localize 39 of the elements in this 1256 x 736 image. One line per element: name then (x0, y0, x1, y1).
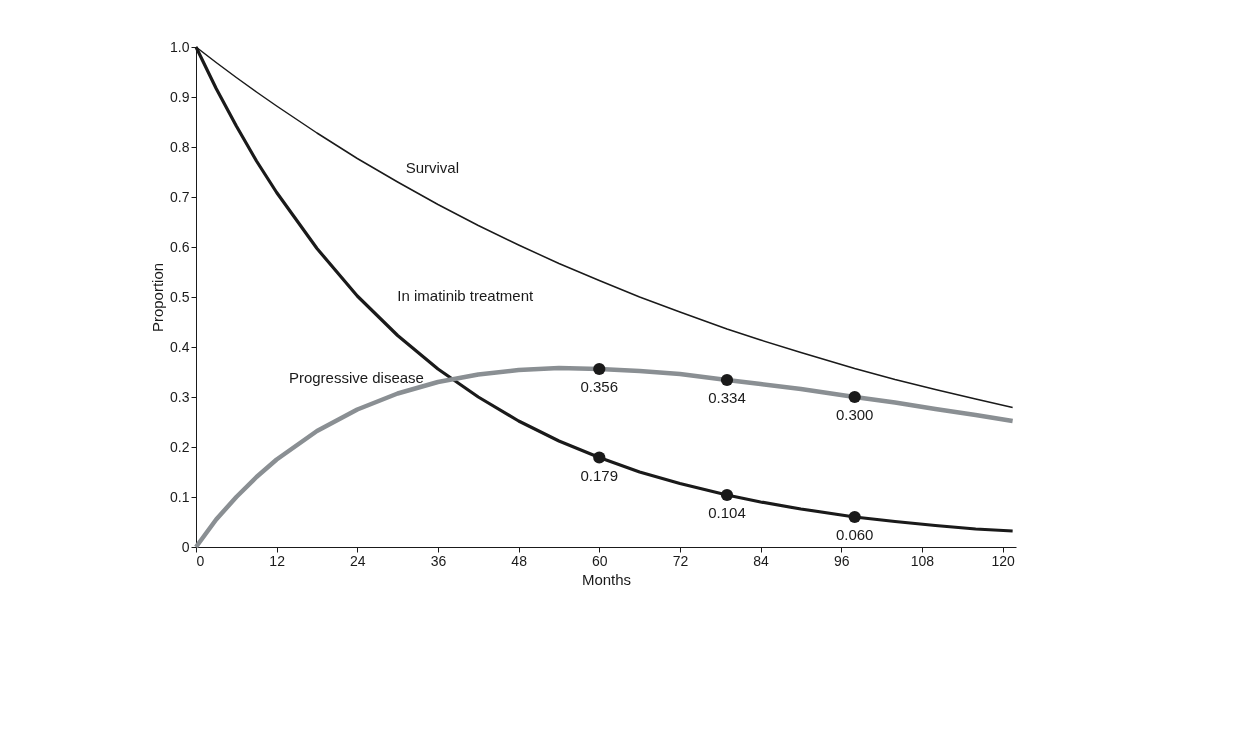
series-label: Survival (405, 159, 459, 176)
point (593, 362, 606, 376)
point (593, 451, 606, 464)
x-tick-label: 48 (511, 552, 528, 569)
y-tick-label: 0.1 (170, 488, 190, 505)
point (848, 510, 861, 524)
data-label: 0.300 (835, 406, 874, 423)
point (848, 390, 861, 404)
data-label: 0.060 (835, 526, 874, 543)
y-tick-label: 0.8 (170, 138, 190, 155)
y-tick-label: 0 (181, 538, 190, 555)
x-tick-label: 36 (430, 552, 447, 569)
data-label: 0.179 (580, 466, 619, 484)
x-tick-label: 60 (591, 552, 608, 569)
y-tick-label: 1.0 (170, 38, 190, 55)
series-label: In imatinib treatment (397, 287, 535, 304)
point (720, 373, 734, 387)
y-tick-label: 0.6 (170, 238, 190, 255)
data-label: 0.356 (580, 378, 619, 395)
x-axis-title: Months (581, 570, 632, 588)
x-tick-label: 72 (672, 552, 689, 569)
y-tick-label: 0.9 (170, 88, 190, 105)
y-tick-label: 0.5 (170, 288, 190, 305)
y-axis-title: Proportion (149, 262, 167, 333)
x-tick-label: 108 (910, 552, 935, 569)
x-tick-label: 120 (991, 552, 1015, 569)
x-tick-label: 84 (753, 552, 770, 569)
data-label: 0.104 (708, 504, 746, 521)
y-tick-label: 0.4 (170, 338, 190, 355)
x-tick-label: 24 (350, 552, 366, 569)
y-tick-label: 0.2 (170, 438, 190, 455)
point (720, 488, 734, 502)
y-tick-label: 0.3 (170, 388, 190, 405)
x-tick-label: 0 (196, 552, 205, 569)
data-label: 0.334 (708, 389, 746, 406)
x-tick-label: 96 (833, 552, 850, 569)
y-tick-label: 0.7 (170, 188, 190, 205)
series-label: Progressive disease (288, 369, 424, 386)
x-tick-label: 12 (269, 552, 286, 569)
